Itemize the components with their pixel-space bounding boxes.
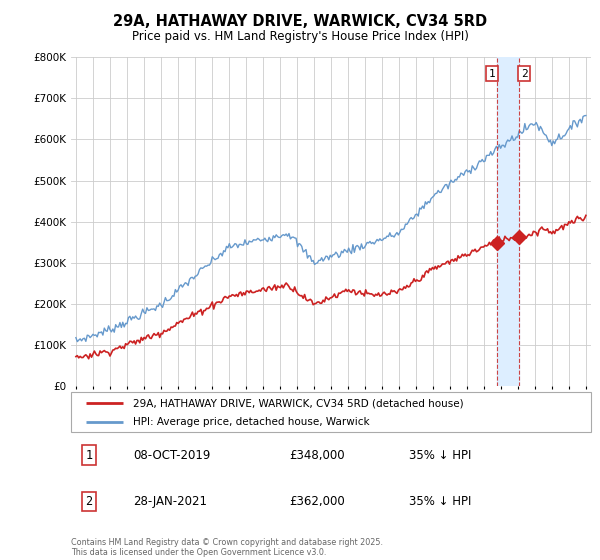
Text: Contains HM Land Registry data © Crown copyright and database right 2025.
This d: Contains HM Land Registry data © Crown c… [71, 538, 383, 557]
Text: 2: 2 [85, 495, 92, 508]
Text: HPI: Average price, detached house, Warwick: HPI: Average price, detached house, Warw… [133, 417, 370, 427]
Bar [497, 57, 519, 386]
Text: 1: 1 [488, 68, 495, 78]
Text: 35% ↓ HPI: 35% ↓ HPI [409, 449, 472, 461]
Text: 2: 2 [521, 68, 527, 78]
Text: 29A, HATHAWAY DRIVE, WARWICK, CV34 5RD: 29A, HATHAWAY DRIVE, WARWICK, CV34 5RD [113, 14, 487, 29]
Text: 35% ↓ HPI: 35% ↓ HPI [409, 495, 472, 508]
Text: 29A, HATHAWAY DRIVE, WARWICK, CV34 5RD (detached house): 29A, HATHAWAY DRIVE, WARWICK, CV34 5RD (… [133, 398, 464, 408]
Text: £348,000: £348,000 [289, 449, 345, 461]
Text: 1: 1 [85, 449, 92, 461]
Text: £362,000: £362,000 [289, 495, 345, 508]
Text: 28-JAN-2021: 28-JAN-2021 [133, 495, 207, 508]
FancyBboxPatch shape [71, 392, 591, 432]
Text: Price paid vs. HM Land Registry's House Price Index (HPI): Price paid vs. HM Land Registry's House … [131, 30, 469, 43]
Text: 08-OCT-2019: 08-OCT-2019 [133, 449, 211, 461]
